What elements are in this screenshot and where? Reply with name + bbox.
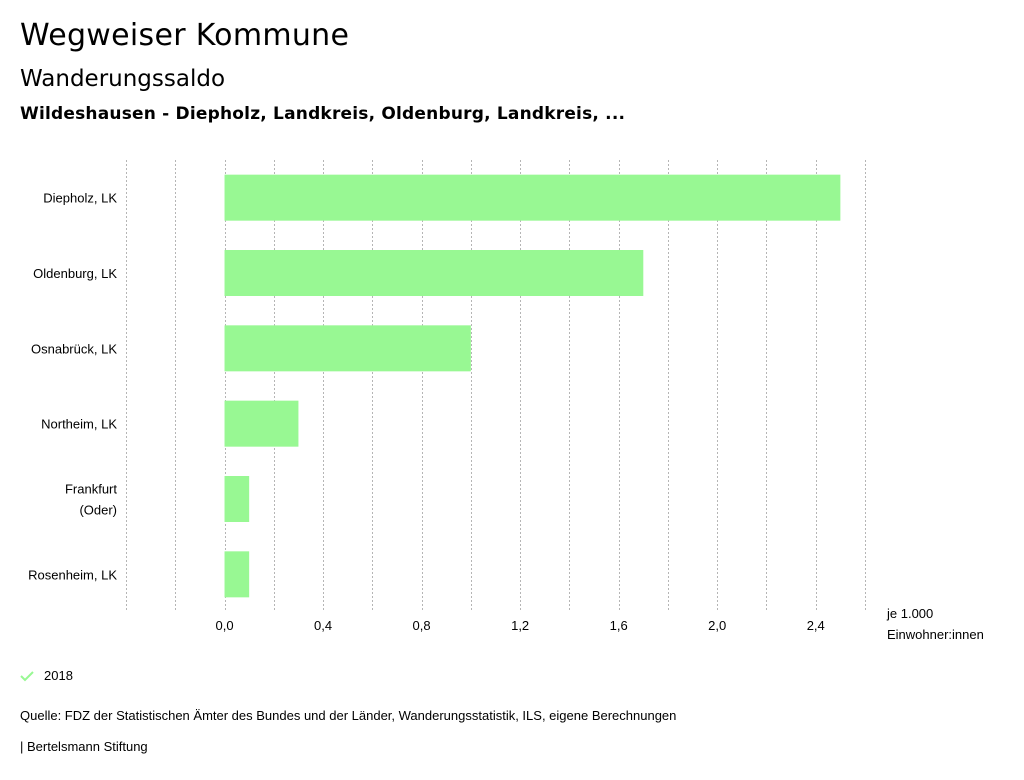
category-label: Osnabrück, LK — [31, 341, 117, 356]
legend-check-icon — [20, 670, 34, 681]
region-selection[interactable]: Wildeshausen - Diepholz, Landkreis, Olde… — [20, 104, 626, 124]
x-tick-label: 0,8 — [413, 618, 431, 633]
credit-note: | Bertelsmann Stiftung — [20, 739, 148, 754]
x-tick-label: 2,4 — [807, 618, 825, 633]
chart-bars — [224, 174, 841, 598]
bar — [224, 551, 250, 598]
x-tick-label: 1,6 — [610, 618, 628, 633]
category-label: Northeim, LK — [41, 417, 117, 432]
bar — [224, 476, 250, 522]
source-note: Quelle: FDZ der Statistischen Ämter des … — [20, 708, 677, 723]
chart-grid — [126, 160, 866, 612]
legend[interactable]: 2018 — [20, 668, 73, 683]
x-tick-label: 1,2 — [511, 618, 529, 633]
bar — [224, 250, 644, 296]
x-tick-label: 0,0 — [215, 618, 233, 633]
x-tick-label: 0,4 — [314, 618, 332, 633]
legend-label: 2018 — [44, 668, 73, 683]
x-axis-unit: je 1.000 Einwohner:innen — [886, 606, 984, 642]
category-label: Diepholz, LK — [43, 191, 117, 206]
unit-label: je 1.000 — [886, 606, 933, 621]
category-label: Oldenburg, LK — [33, 266, 117, 281]
x-axis-ticks: 0,0 0,4 0,8 1,2 1,6 2,0 2,4 — [215, 618, 824, 633]
x-tick-label: 2,0 — [708, 618, 726, 633]
bar — [224, 325, 471, 372]
unit-label: Einwohner:innen — [887, 627, 984, 642]
bar — [224, 400, 299, 447]
bar — [224, 174, 841, 221]
chart-subtitle: Wanderungssaldo — [20, 66, 226, 92]
page-title: Wegweiser Kommune — [20, 18, 350, 53]
category-labels: Diepholz, LK Oldenburg, LK Osnabrück, LK No… — [28, 191, 117, 583]
category-label: Frankfurt (Oder) — [65, 482, 117, 518]
category-label: Rosenheim, LK — [28, 567, 117, 582]
